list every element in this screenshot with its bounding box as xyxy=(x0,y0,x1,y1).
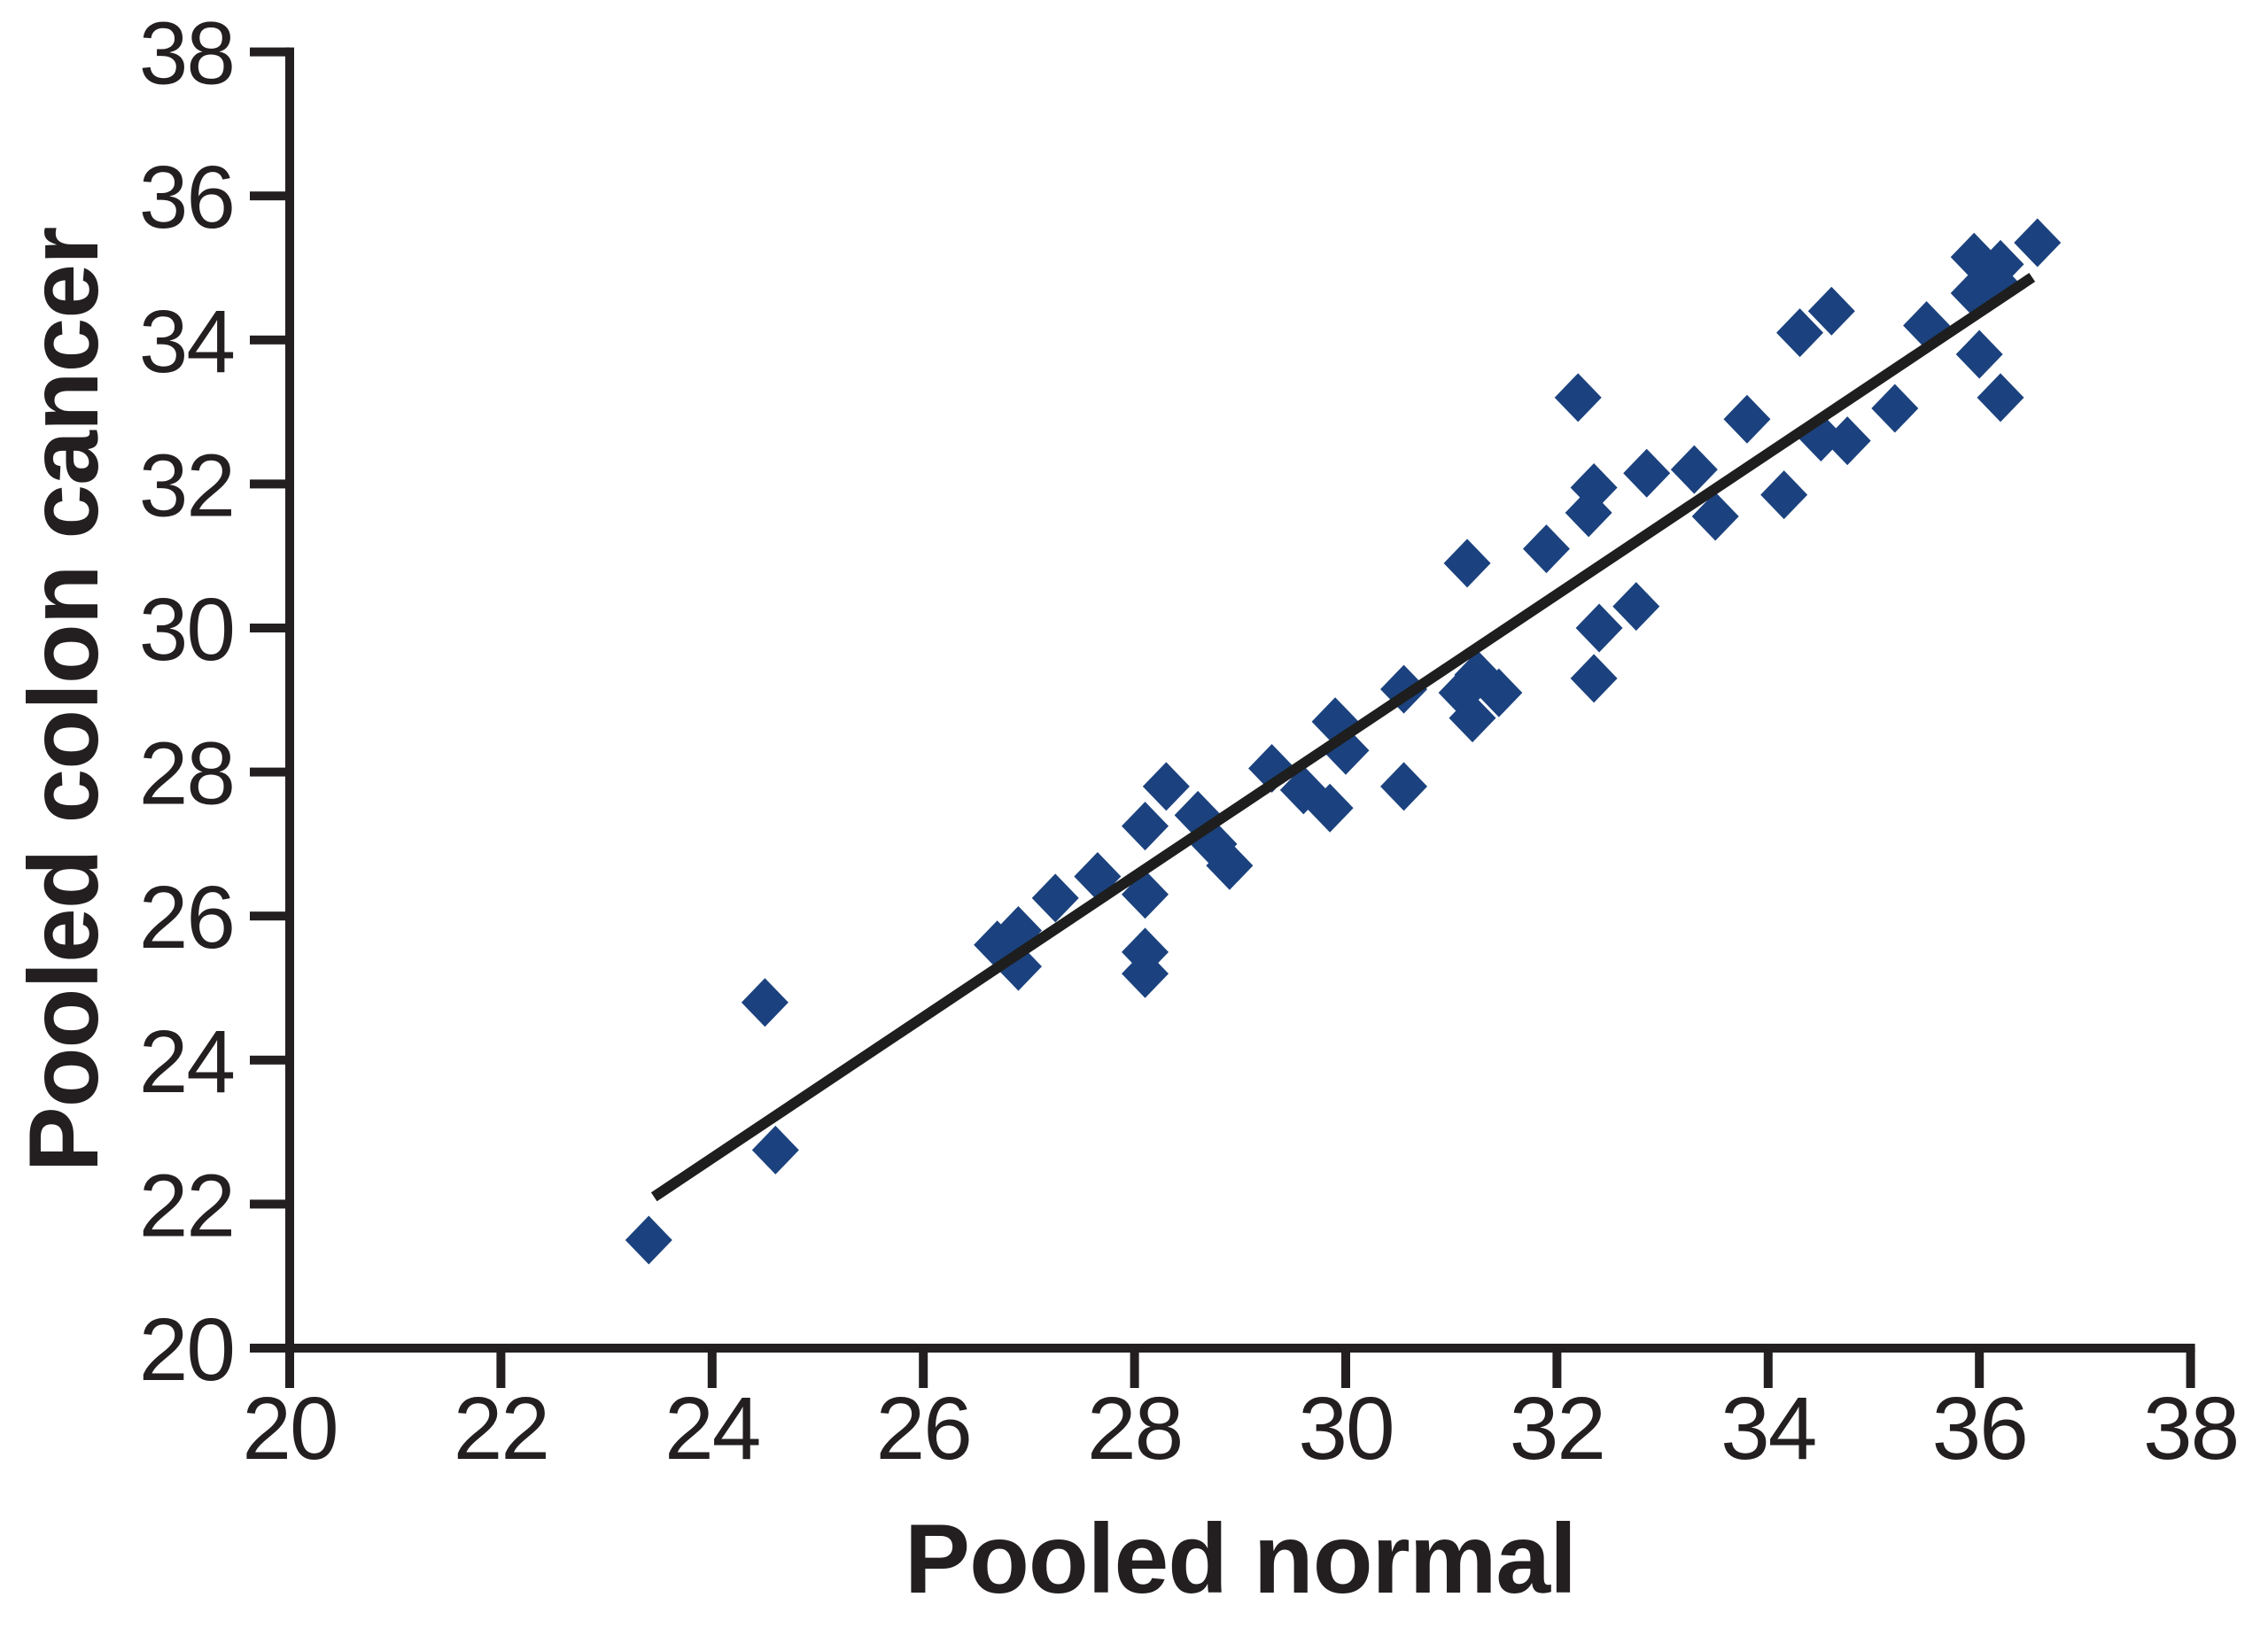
x-tick xyxy=(919,1348,928,1388)
y-tick-label: 26 xyxy=(139,868,234,967)
y-tick xyxy=(250,479,290,489)
x-tick-label: 22 xyxy=(454,1379,548,1478)
x-tick xyxy=(2186,1348,2195,1388)
x-tick xyxy=(1552,1348,1562,1388)
data-point-diamond xyxy=(1977,239,2024,289)
y-tick xyxy=(250,1199,290,1209)
data-point-diamond xyxy=(741,978,788,1027)
data-point-diamond xyxy=(1691,492,1739,541)
y-tick xyxy=(250,335,290,345)
y-tick xyxy=(250,767,290,777)
data-point-diamond xyxy=(1723,394,1771,444)
data-point-diamond xyxy=(1871,384,1919,433)
y-tick xyxy=(250,624,290,632)
x-tick xyxy=(707,1348,717,1388)
data-point-diamond xyxy=(1380,762,1428,811)
data-point-diamond xyxy=(1031,873,1079,923)
data-point-diamond xyxy=(994,942,1042,991)
x-axis-title: Pooled normal xyxy=(905,1504,1577,1614)
data-point-diamond xyxy=(1122,949,1169,998)
x-tick-label: 36 xyxy=(1932,1379,2027,1478)
x-tick-label: 34 xyxy=(1720,1379,1815,1478)
data-point-diamond xyxy=(1475,668,1523,717)
y-tick-label: 34 xyxy=(139,292,234,392)
x-tick-label: 20 xyxy=(242,1379,337,1478)
x-tick xyxy=(1130,1348,1139,1388)
x-tick xyxy=(285,1348,294,1388)
x-tick xyxy=(1763,1348,1773,1388)
x-tick xyxy=(1975,1348,1984,1388)
x-tick-label: 26 xyxy=(876,1379,971,1478)
data-point-diamond xyxy=(2014,218,2062,267)
y-tick-label: 38 xyxy=(139,4,234,104)
y-axis-title: Pooled colon cancer xyxy=(9,227,119,1173)
y-tick-label: 28 xyxy=(139,725,234,824)
trend-line xyxy=(650,273,2036,1202)
y-tick-label: 24 xyxy=(139,1012,234,1112)
data-point-diamond xyxy=(1306,783,1354,833)
data-point-diamond xyxy=(1570,654,1618,703)
data-point-diamond xyxy=(1443,539,1491,588)
data-point-diamond xyxy=(1570,462,1618,512)
x-tick xyxy=(1341,1348,1350,1388)
x-tick-label: 30 xyxy=(1298,1379,1393,1478)
data-point-diamond xyxy=(1142,762,1190,811)
y-tick xyxy=(250,191,290,201)
x-tick-label: 38 xyxy=(2143,1379,2238,1478)
data-point-diamond xyxy=(1612,582,1660,632)
y-tick xyxy=(250,911,290,921)
data-point-diamond xyxy=(1807,286,1855,336)
x-tick xyxy=(496,1348,506,1388)
data-point-diamond xyxy=(751,1125,799,1175)
data-point-diamond xyxy=(1823,416,1871,466)
y-tick-label: 36 xyxy=(139,148,234,247)
x-tick-label: 32 xyxy=(1510,1379,1604,1478)
y-tick-label: 30 xyxy=(139,580,234,679)
y-axis-line xyxy=(285,47,294,1353)
x-tick-label: 24 xyxy=(664,1379,759,1478)
data-point-diamond xyxy=(1522,524,1570,574)
data-point-diamond xyxy=(1977,373,2024,423)
data-point-diamond xyxy=(1623,448,1671,498)
data-point-diamond xyxy=(1955,330,2003,379)
data-point-diamond xyxy=(1575,603,1623,653)
y-tick-label: 20 xyxy=(139,1300,234,1400)
data-point-diamond xyxy=(1776,308,1824,358)
data-point-diamond xyxy=(1670,445,1718,494)
data-point-diamond xyxy=(1554,373,1602,423)
y-tick-label: 32 xyxy=(139,436,234,535)
x-tick-label: 28 xyxy=(1087,1379,1182,1478)
data-point-diamond xyxy=(1206,841,1254,890)
data-point-diamond xyxy=(625,1215,672,1265)
y-tick xyxy=(250,1344,290,1353)
data-point-diamond xyxy=(1122,802,1169,851)
data-point-diamond xyxy=(1760,470,1808,520)
x-axis-line xyxy=(285,1344,2195,1353)
y-tick xyxy=(250,1055,290,1065)
data-point-diamond xyxy=(1449,694,1496,743)
y-tick xyxy=(250,47,290,57)
y-tick-label: 22 xyxy=(139,1156,234,1255)
